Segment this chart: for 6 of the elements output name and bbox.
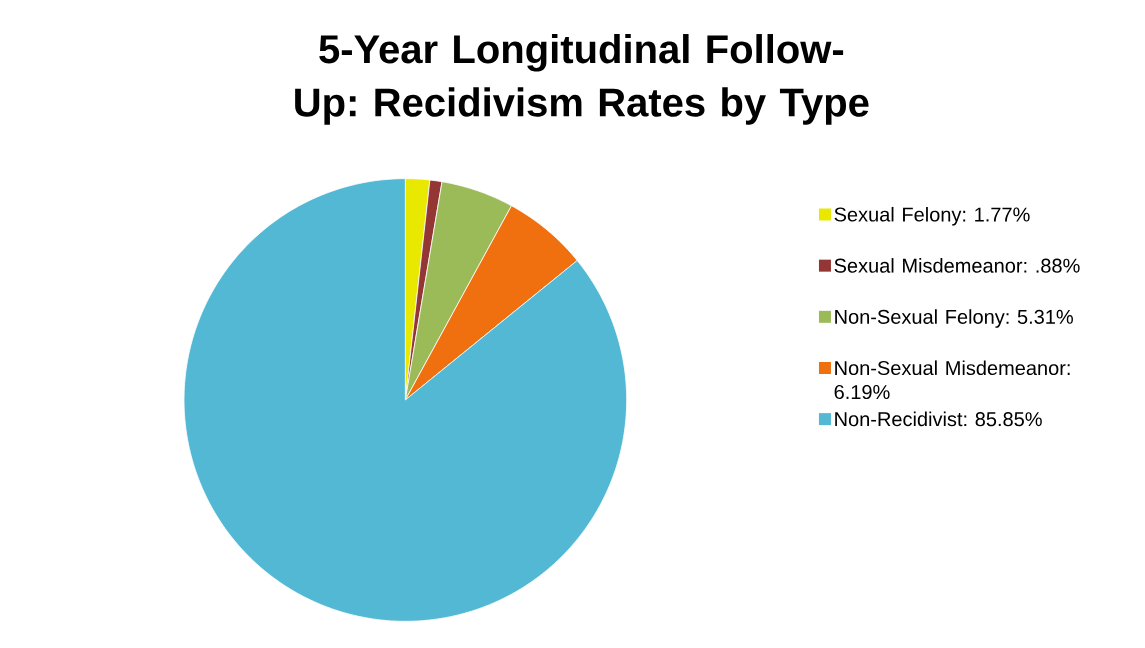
- legend-label: Non-Recidivist: 85.85%: [835, 411, 1042, 427]
- legend-label: Non-Sexual Felony: 5.31%: [835, 309, 1073, 328]
- legend-label: Sexual Felony: 1.77%: [834, 206, 1030, 226]
- legend-label: Sexual Misdemeanor: .88%: [834, 258, 1080, 273]
- legend-label: Non-Sexual Misdemeanor: 6.19%: [834, 360, 1070, 400]
- chart-title: 5-Year Longitudinal Follow-Up: Recidivism Rates by Type: [295, 34, 869, 125]
